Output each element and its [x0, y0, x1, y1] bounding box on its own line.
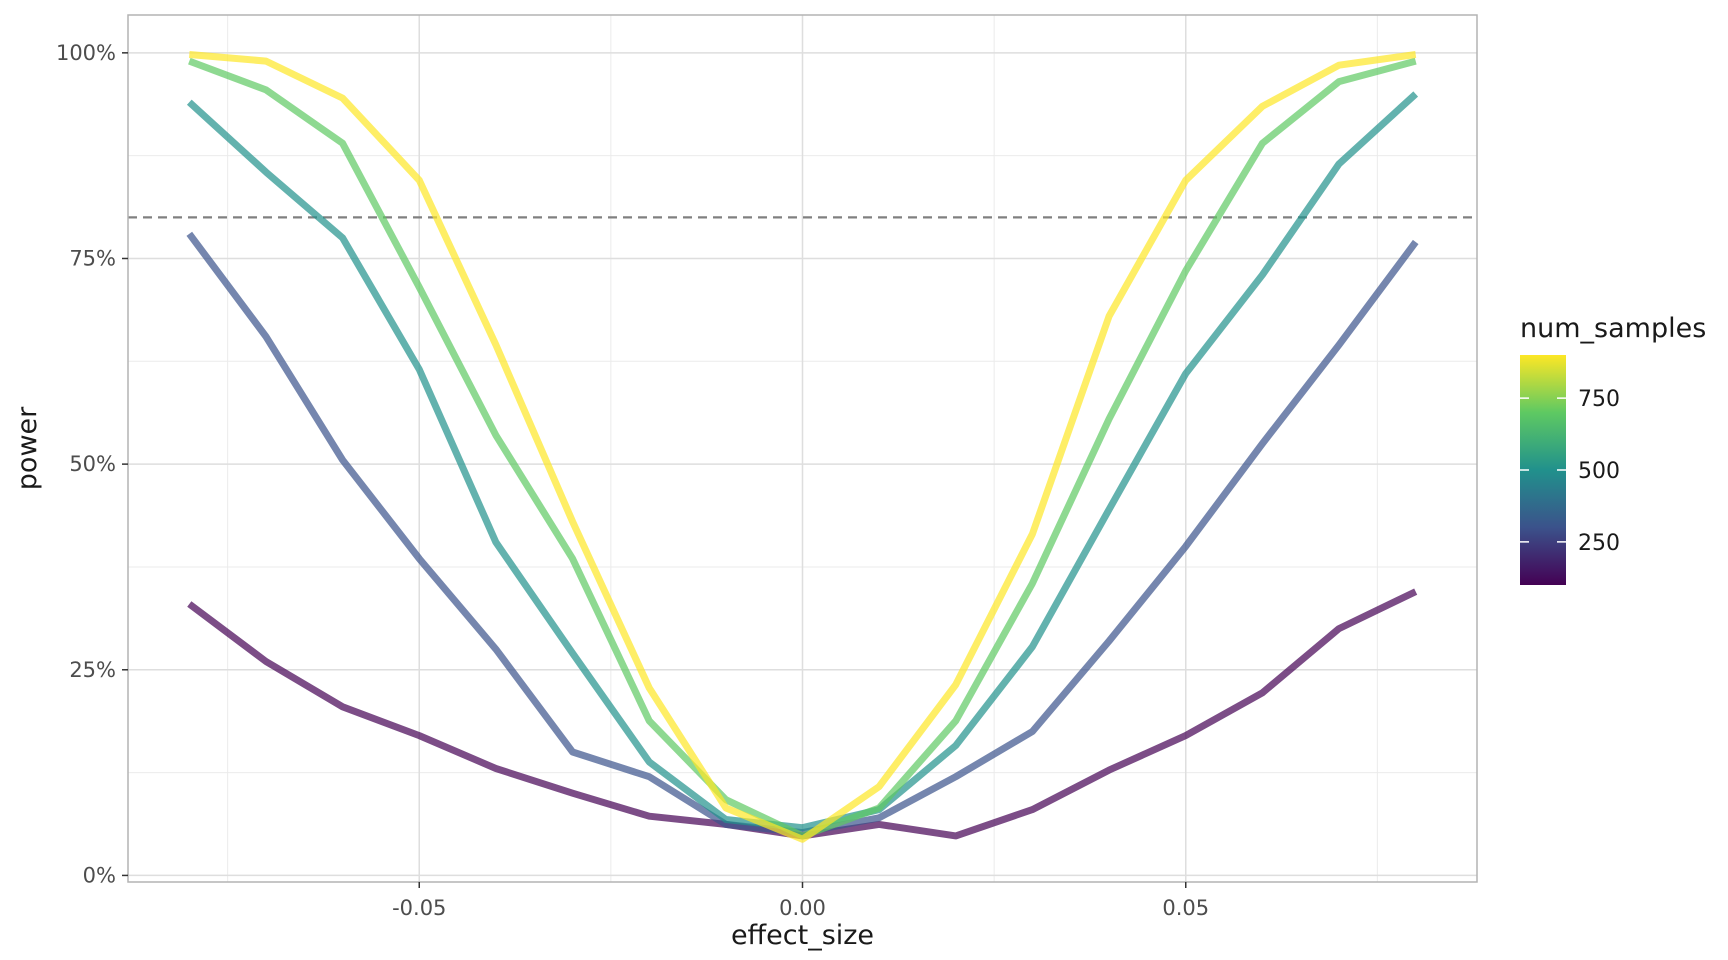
x-axis-ticks: -0.05 0.00 0.05: [392, 882, 1209, 920]
x-tick-label: -0.05: [392, 896, 446, 920]
y-tick-label: 100%: [56, 41, 116, 65]
x-tick-label: 0.05: [1162, 896, 1209, 920]
x-tick-label: 0.00: [779, 896, 826, 920]
colorbar-tick-label: 250: [1578, 531, 1620, 556]
x-axis-title: effect_size: [731, 920, 874, 951]
colorbar-ticks: 250 500 750: [1520, 387, 1620, 556]
y-axis-ticks: 0% 25% 50% 75% 100%: [56, 41, 128, 887]
grid: [128, 15, 1477, 882]
series-lines: [186, 51, 1419, 843]
y-tick-label: 75%: [69, 246, 116, 270]
y-tick-label: 50%: [69, 452, 116, 476]
y-tick-label: 0%: [83, 863, 116, 887]
y-tick-label: 25%: [69, 658, 116, 682]
legend-colorbar: num_samples 250 500 750: [1520, 313, 1706, 585]
series-line-900: [188, 51, 1417, 843]
colorbar-tick-label: 500: [1578, 459, 1620, 484]
y-axis-title: power: [12, 406, 43, 490]
legend-title: num_samples: [1520, 313, 1706, 344]
series-line-500: [186, 91, 1419, 832]
colorbar-tick-label: 750: [1578, 387, 1620, 412]
